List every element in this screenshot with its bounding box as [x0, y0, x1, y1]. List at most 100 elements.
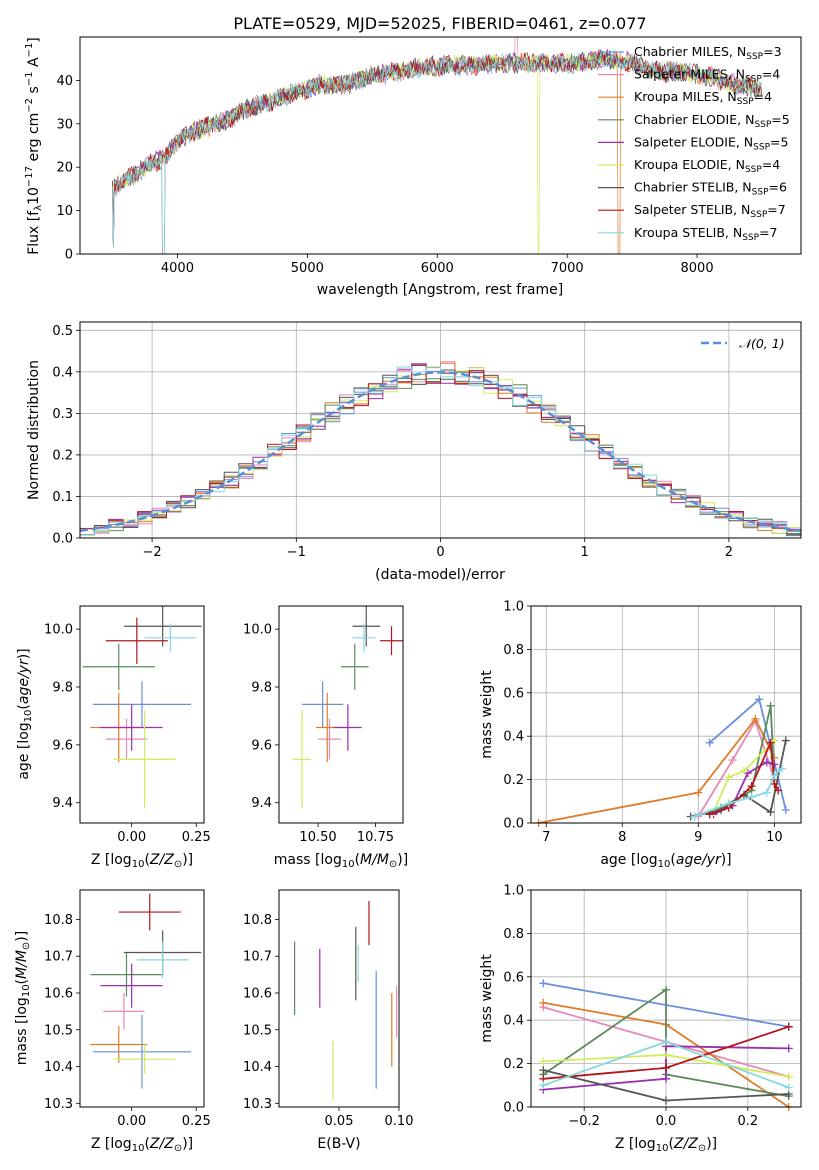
- spectrum-ytick-label: 10: [56, 204, 73, 219]
- weight-vs-age-ytick-label: 0.6: [503, 686, 524, 701]
- age-vs-mass-xtick-label: 10.75: [357, 830, 394, 845]
- mass-vs-z-xtick-label: 0.25: [182, 1114, 211, 1129]
- weight-vs-z-marker: [662, 1074, 670, 1083]
- weight-vs-age-ylabel: mass weight: [479, 670, 495, 759]
- spectrum-ylabel: Flux [fλ10−17 erg cm−2 s−1 A−1]: [24, 37, 44, 255]
- mass-vs-ebv-frame: [278, 889, 400, 1108]
- weight-vs-z-marker: [539, 1057, 548, 1066]
- residuals-xtick-label: −2: [143, 545, 162, 560]
- weight-vs-z-frame: [530, 889, 802, 1108]
- residuals-ytick-label: 0.1: [52, 490, 73, 505]
- weight-vs-z-marker: [784, 1072, 793, 1081]
- residuals-xtick-label: 0: [436, 545, 444, 560]
- mass-vs-z-ylabel: mass [log10(M/M⊙)]: [14, 931, 32, 1065]
- spectrum-legend-label: Chabrier ELODIE, NSSP=5: [634, 112, 790, 130]
- spectrum-series-salpeter_stelib: [112, 49, 763, 248]
- weight-vs-z-marker: [539, 1081, 548, 1090]
- mass-vs-z-ytick-label: 10.8: [44, 913, 73, 928]
- age-vs-z-points: [82, 606, 202, 809]
- weight-vs-age-marker: [770, 779, 779, 788]
- spectrum-xtick-label: 6000: [421, 261, 454, 276]
- residuals-legend-label: 𝒩(0, 1): [739, 336, 785, 351]
- mass-vs-ebv-ytick-label: 10.6: [243, 986, 272, 1001]
- weight-vs-age-marker: [694, 788, 703, 797]
- weight-vs-z-marker: [662, 1063, 670, 1072]
- weight-vs-age-marker: [774, 786, 783, 795]
- weight-vs-z-ylabel: mass weight: [479, 954, 495, 1043]
- weight-vs-z-marker: [539, 1066, 548, 1075]
- weight-vs-age-series-kroupa_elodie: [712, 739, 776, 813]
- weight-vs-age-marker: [770, 771, 779, 780]
- mass-vs-z-xlabel: Z [log10(Z/Z⊙)]: [91, 1136, 193, 1154]
- mass-vs-z-ytick-label: 10.3: [44, 1097, 73, 1112]
- residuals-ylabel: Normed distribution: [26, 360, 42, 500]
- weight-vs-age-xlabel: age [log10(age/yr)]: [600, 852, 731, 870]
- weight-vs-age-marker: [724, 799, 733, 808]
- weight-vs-z-marker: [662, 985, 670, 994]
- spectrum-xtick-label: 4000: [161, 261, 194, 276]
- weight-vs-age-marker: [690, 812, 699, 821]
- spectrum-xtick-label: 7000: [551, 261, 584, 276]
- weight-vs-z-xtick-label: 0.0: [656, 1114, 677, 1129]
- weight-vs-age-ytick-label: 0.2: [503, 773, 524, 788]
- weight-vs-z-marker: [539, 998, 548, 1007]
- weight-vs-age-marker: [762, 758, 771, 767]
- weight-vs-age-marker: [747, 782, 756, 791]
- age-vs-mass-xtick-label: 10.50: [299, 830, 336, 845]
- weight-vs-age-marker: [739, 766, 748, 775]
- spectrum-ytick-label: 30: [56, 117, 73, 132]
- mass-vs-ebv-ytick-label: 10.8: [243, 913, 272, 928]
- age-vs-z-xtick-label: 0.00: [117, 830, 146, 845]
- spectrum-legend-label: Salpeter STELIB, NSSP=7: [634, 202, 786, 220]
- residuals-ytick-label: 0.5: [52, 324, 73, 339]
- spectrum-title: PLATE=0529, MJD=52025, FIBERID=0461, z=0…: [233, 14, 646, 33]
- age-vs-mass-points: [292, 606, 403, 809]
- weight-vs-age-series-salpeter_stelib: [709, 742, 779, 816]
- residuals-ytick-label: 0.4: [52, 365, 73, 380]
- weight-vs-age-xtick-label: 7: [542, 830, 550, 845]
- weight-vs-age-marker: [747, 792, 756, 801]
- weight-vs-age-ytick-label: 0.4: [503, 730, 524, 745]
- weight-vs-z-marker: [784, 1044, 793, 1053]
- weight-vs-z-ytick-label: 0.6: [503, 970, 524, 985]
- age-vs-mass-ytick-label: 9.6: [251, 738, 272, 753]
- weight-vs-age-marker: [766, 738, 775, 747]
- residuals-xlabel: (data-model)/error: [375, 567, 505, 583]
- spectrum-frame: [79, 36, 802, 255]
- mass-vs-ebv-ytick-label: 10.4: [243, 1060, 272, 1075]
- weight-vs-age-marker: [705, 738, 714, 747]
- weight-vs-age-marker: [766, 701, 775, 710]
- weight-vs-age-lines: [534, 695, 790, 827]
- residuals-xtick-label: 1: [581, 545, 589, 560]
- residual-hist-kroupa_stelib: [80, 366, 801, 537]
- weight-vs-age-marker: [781, 805, 790, 814]
- mass-vs-z-ytick-label: 10.7: [44, 950, 73, 965]
- mass-vs-ebv-xtick-label: 0.05: [325, 1114, 354, 1129]
- age-vs-mass-xlabel: mass [log10(M/M⊙)]: [274, 852, 408, 870]
- spectrum-xlabel: wavelength [Angstrom, rest frame]: [317, 282, 563, 298]
- weight-vs-z-lines: [539, 979, 793, 1111]
- spectrum-legend-label: Chabrier STELIB, NSSP=6: [634, 180, 787, 198]
- weight-vs-z-marker: [539, 979, 548, 988]
- mass-vs-ebv-ytick-label: 10.7: [243, 950, 272, 965]
- residuals-ytick-label: 0.3: [52, 407, 73, 422]
- weight-vs-z-ytick-label: 1.0: [503, 884, 524, 899]
- mass-vs-ebv-xlabel: E(B-V): [317, 1136, 360, 1152]
- weight-vs-z-series-chabrier_elodie: [542, 988, 789, 1098]
- mass-vs-ebv-points: [294, 901, 398, 1100]
- age-vs-z-ylabel: age [log10(age/yr)]: [16, 648, 34, 779]
- residuals-ytick-label: 0.2: [52, 448, 73, 463]
- weight-vs-age-marker: [777, 764, 786, 773]
- weight-vs-z-marker: [662, 1037, 670, 1046]
- mass-vs-z-ytick-label: 10.4: [44, 1060, 73, 1075]
- weight-vs-z-xtick-label: −0.2: [568, 1114, 600, 1129]
- spectrum-ytick-label: 20: [56, 161, 73, 176]
- weight-vs-z-ytick-label: 0.2: [503, 1057, 524, 1072]
- age-vs-mass-frame: [278, 605, 404, 824]
- spectrum-xtick-label: 5000: [291, 261, 324, 276]
- weight-vs-age-xtick-label: 10: [766, 830, 783, 845]
- weight-vs-age-marker: [728, 756, 737, 765]
- mass-vs-z-points: [90, 893, 202, 1089]
- weight-vs-z-xlabel: Z [log10(Z/Z⊙)]: [615, 1136, 717, 1154]
